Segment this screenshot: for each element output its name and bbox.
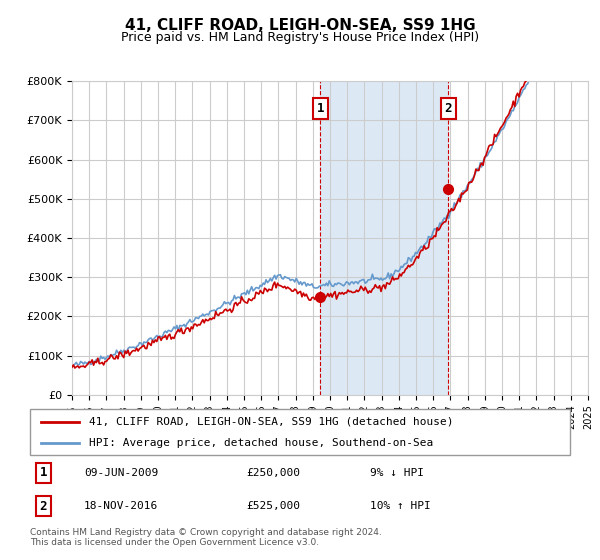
Bar bbox=[320, 81, 448, 395]
Text: 18-NOV-2016: 18-NOV-2016 bbox=[84, 501, 158, 511]
Text: 2: 2 bbox=[40, 500, 47, 513]
Text: £250,000: £250,000 bbox=[246, 468, 300, 478]
Text: 1: 1 bbox=[40, 466, 47, 479]
Text: 41, CLIFF ROAD, LEIGH-ON-SEA, SS9 1HG: 41, CLIFF ROAD, LEIGH-ON-SEA, SS9 1HG bbox=[125, 18, 475, 33]
Text: 2: 2 bbox=[445, 102, 452, 115]
Text: £525,000: £525,000 bbox=[246, 501, 300, 511]
Text: HPI: Average price, detached house, Southend-on-Sea: HPI: Average price, detached house, Sout… bbox=[89, 438, 434, 448]
Text: 9% ↓ HPI: 9% ↓ HPI bbox=[370, 468, 424, 478]
Text: 41, CLIFF ROAD, LEIGH-ON-SEA, SS9 1HG (detached house): 41, CLIFF ROAD, LEIGH-ON-SEA, SS9 1HG (d… bbox=[89, 417, 454, 427]
Text: Contains HM Land Registry data © Crown copyright and database right 2024.
This d: Contains HM Land Registry data © Crown c… bbox=[30, 528, 382, 547]
Text: 1: 1 bbox=[317, 102, 324, 115]
Text: Price paid vs. HM Land Registry's House Price Index (HPI): Price paid vs. HM Land Registry's House … bbox=[121, 31, 479, 44]
FancyBboxPatch shape bbox=[30, 409, 570, 455]
Text: 10% ↑ HPI: 10% ↑ HPI bbox=[370, 501, 431, 511]
Text: 09-JUN-2009: 09-JUN-2009 bbox=[84, 468, 158, 478]
